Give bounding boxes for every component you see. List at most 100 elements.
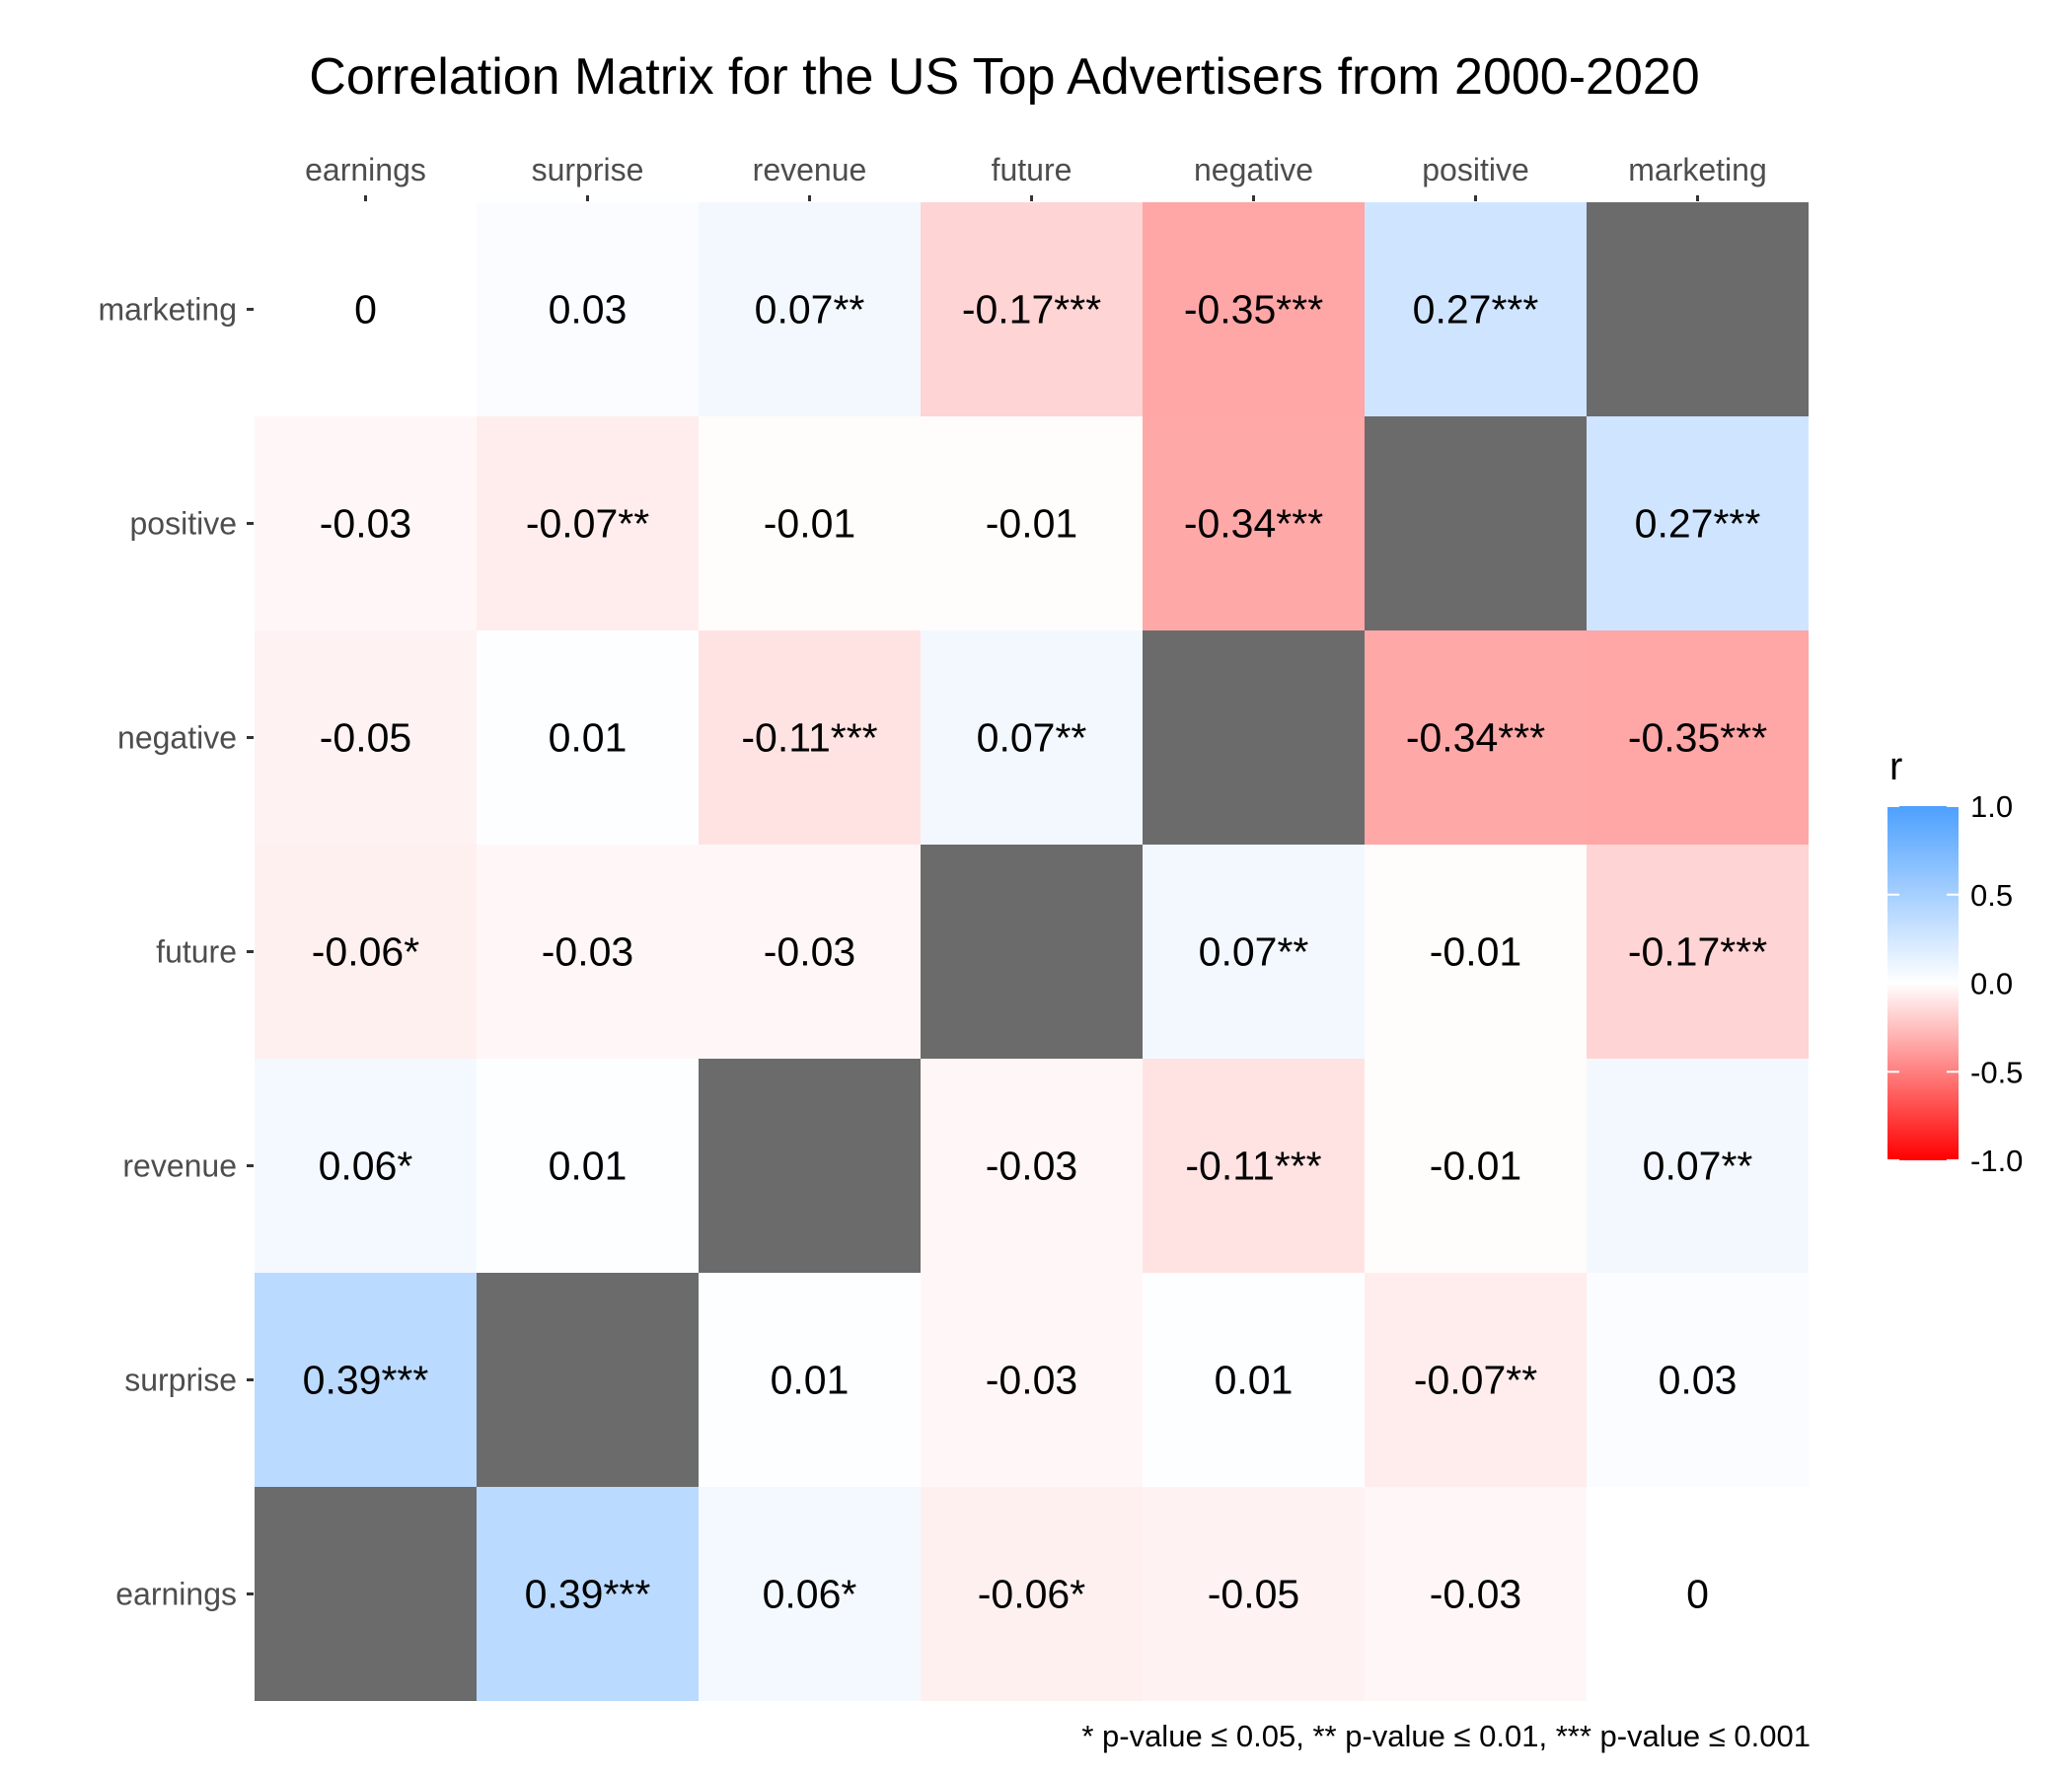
cell-label-surprise-earnings: 0.39*** [303, 1358, 429, 1403]
heatmap-cell-positive-surprise [477, 416, 699, 630]
cell-label-negative-surprise: 0.01 [549, 715, 628, 761]
cell-label-future-negative: 0.07** [1199, 929, 1309, 975]
cell-label-positive-marketing: 0.27*** [1635, 501, 1761, 547]
heatmap-cell-negative-revenue [699, 630, 921, 845]
cell-label-earnings-negative: -0.05 [1208, 1572, 1299, 1617]
heatmap-cell-surprise-negative [1143, 1273, 1365, 1487]
cell-label-marketing-positive: 0.27*** [1413, 287, 1539, 333]
heatmap-cells [255, 202, 1809, 1701]
heatmap-cell-labels: 0.39*** 0.06* -0.06* -0.05 -0.03 0 0.39*** 0.01… [303, 287, 1768, 1617]
cell-label-surprise-negative: 0.01 [1215, 1358, 1294, 1403]
heatmap-cell-negative-future [921, 630, 1143, 845]
legend-title: r [1889, 745, 1902, 788]
chart-title: Correlation Matrix for the US Top Advert… [309, 48, 1699, 106]
heatmap-cell-revenue-surprise [477, 1059, 699, 1273]
cell-label-earnings-marketing: 0 [1686, 1572, 1709, 1617]
heatmap-cell-marketing-marketing [1587, 202, 1809, 416]
heatmap-cell-negative-marketing [1587, 630, 1809, 845]
cell-label-earnings-revenue: 0.06* [763, 1572, 857, 1617]
heatmap-cell-surprise-revenue [699, 1273, 921, 1487]
cell-label-revenue-positive: -0.01 [1430, 1144, 1521, 1189]
cell-label-positive-earnings: -0.03 [320, 501, 411, 547]
heatmap-cell-earnings-surprise [477, 1487, 699, 1701]
heatmap-cell-marketing-earnings [255, 202, 477, 416]
heatmap-cell-revenue-revenue [699, 1059, 921, 1273]
heatmap-cell-marketing-future [921, 202, 1143, 416]
heatmap-cell-revenue-earnings [255, 1059, 477, 1273]
x-tick-label-negative: negative [1194, 152, 1313, 187]
heatmap-cell-positive-marketing [1587, 416, 1809, 630]
heatmap-cell-marketing-positive [1365, 202, 1587, 416]
cell-label-revenue-surprise: 0.01 [549, 1144, 628, 1189]
heatmap-cell-earnings-negative [1143, 1487, 1365, 1701]
heatmap-cell-negative-earnings [255, 630, 477, 845]
heatmap-cell-future-future [921, 845, 1143, 1059]
heatmap-cell-future-marketing [1587, 845, 1809, 1059]
x-tick-label-surprise: surprise [532, 152, 644, 187]
cell-label-positive-negative: -0.34*** [1184, 501, 1323, 547]
heatmap-cell-positive-earnings [255, 416, 477, 630]
heatmap-cell-negative-positive [1365, 630, 1587, 845]
cell-label-marketing-revenue: 0.07** [755, 287, 865, 333]
cell-label-marketing-surprise: 0.03 [549, 287, 628, 333]
x-tick-label-revenue: revenue [753, 152, 867, 187]
heatmap-cell-revenue-negative [1143, 1059, 1365, 1273]
heatmap-cell-surprise-earnings [255, 1273, 477, 1487]
significance-footnote: * p-value ≤ 0.05, ** p-value ≤ 0.01, ***… [1081, 1719, 1811, 1753]
cell-label-surprise-positive: -0.07** [1414, 1358, 1537, 1403]
heatmap-cell-future-revenue [699, 845, 921, 1059]
cell-label-revenue-earnings: 0.06* [319, 1144, 413, 1189]
heatmap-cell-earnings-marketing [1587, 1487, 1809, 1701]
heatmap-cell-future-earnings [255, 845, 477, 1059]
heatmap-cell-surprise-future [921, 1273, 1143, 1487]
x-axis-top: earnings surprise revenue future negative pos… [305, 152, 1767, 201]
cell-label-future-earnings: -0.06* [312, 929, 419, 975]
heatmap-cell-positive-negative [1143, 416, 1365, 630]
y-tick-label-revenue: revenue [122, 1148, 237, 1184]
heatmap-cell-earnings-future [921, 1487, 1143, 1701]
heatmap-cell-negative-surprise [477, 630, 699, 845]
cell-label-earnings-positive: -0.03 [1430, 1572, 1521, 1617]
legend-tick-label: -0.5 [1970, 1055, 2023, 1089]
cell-label-negative-positive: -0.34*** [1406, 715, 1545, 761]
heatmap-cell-future-surprise [477, 845, 699, 1059]
heatmap-cell-positive-future [921, 416, 1143, 630]
heatmap-cell-negative-negative [1143, 630, 1365, 845]
cell-label-earnings-surprise: 0.39*** [525, 1572, 651, 1617]
heatmap-cell-positive-revenue [699, 416, 921, 630]
cell-label-marketing-earnings: 0 [354, 287, 377, 333]
cell-label-earnings-future: -0.06* [978, 1572, 1085, 1617]
color-legend: r 1.0 0.5 0.0 -0.5 -1.0 [1887, 745, 2023, 1178]
cell-label-negative-future: 0.07** [977, 715, 1087, 761]
cell-label-surprise-future: -0.03 [986, 1358, 1077, 1403]
cell-label-future-revenue: -0.03 [764, 929, 855, 975]
heatmap-cell-revenue-positive [1365, 1059, 1587, 1273]
cell-label-marketing-future: -0.17*** [962, 287, 1101, 333]
y-tick-label-future: future [156, 934, 237, 970]
y-tick-label-surprise: surprise [124, 1363, 237, 1398]
cell-label-revenue-future: -0.03 [986, 1144, 1077, 1189]
x-tick-label-future: future [992, 152, 1073, 187]
heatmap-cell-revenue-marketing [1587, 1059, 1809, 1273]
heatmap-cell-earnings-earnings [255, 1487, 477, 1701]
y-axis: earnings surprise revenue future negative pos… [99, 292, 254, 1612]
cell-label-positive-revenue: -0.01 [764, 501, 855, 547]
legend-tick-label: 0.0 [1970, 967, 2013, 1001]
cell-label-marketing-negative: -0.35*** [1184, 287, 1323, 333]
cell-label-positive-surprise: -0.07** [526, 501, 649, 547]
y-tick-label-marketing: marketing [99, 292, 238, 328]
heatmap-cell-future-positive [1365, 845, 1587, 1059]
cell-label-revenue-negative: -0.11*** [1185, 1144, 1321, 1189]
y-tick-label-earnings: earnings [115, 1577, 237, 1612]
x-tick-label-positive: positive [1422, 152, 1529, 187]
cell-label-future-surprise: -0.03 [542, 929, 633, 975]
heatmap-cell-revenue-future [921, 1059, 1143, 1273]
heatmap-cell-surprise-positive [1365, 1273, 1587, 1487]
x-tick-label-marketing: marketing [1628, 152, 1767, 187]
heatmap-cell-marketing-revenue [699, 202, 921, 416]
cell-label-negative-earnings: -0.05 [320, 715, 411, 761]
heatmap-cell-future-negative [1143, 845, 1365, 1059]
legend-tick-label: -1.0 [1970, 1144, 2023, 1178]
